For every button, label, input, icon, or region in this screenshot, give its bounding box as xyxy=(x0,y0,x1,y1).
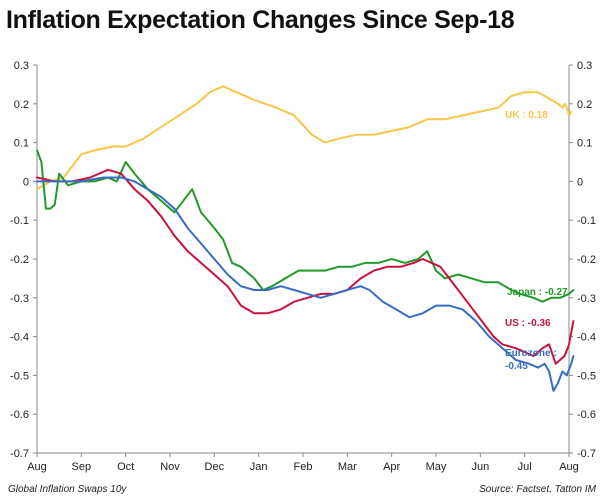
x-tick-label: Jan xyxy=(250,461,268,473)
y-tick-label-right: 0.2 xyxy=(577,99,592,111)
series-line-japan xyxy=(36,149,575,303)
y-tick-label-right: -0.1 xyxy=(577,215,596,227)
x-tick-label: Aug xyxy=(27,461,47,473)
y-tick-label-right: -0.5 xyxy=(577,370,596,382)
y-tick-label-left: -0.1 xyxy=(10,215,29,227)
y-tick-label-right: -0.3 xyxy=(577,293,596,305)
series-labels: UK : 0.18 Japan : -0.27 US : -0.36 Eurozone… xyxy=(505,110,568,372)
x-tick-label: Feb xyxy=(294,461,313,473)
x-tick-label: Jul xyxy=(518,461,532,473)
series-line-us xyxy=(36,168,575,365)
series-line-uk xyxy=(36,85,573,191)
x-tick-label: Aug xyxy=(559,461,579,473)
y-tick-label-left: 0.2 xyxy=(14,99,29,111)
x-tick-label: May xyxy=(426,461,447,473)
y-tick-label-right: -0.7 xyxy=(577,448,596,460)
chart-series xyxy=(36,85,575,392)
series-label-eurozone: Eurozone : xyxy=(505,348,557,359)
chart-title: Inflation Expectation Changes Since Sep-… xyxy=(6,6,515,34)
y-tick-label-left: -0.6 xyxy=(10,409,29,421)
y-tick-label-left: -0.2 xyxy=(10,254,29,266)
y-tick-label-left: -0.4 xyxy=(10,332,29,344)
x-tick-label: Oct xyxy=(117,461,134,473)
x-tick-label: Dec xyxy=(205,461,225,473)
x-tick-label: Mar xyxy=(338,461,357,473)
y-tick-label-right: 0.1 xyxy=(577,138,592,150)
y-tick-label-right: 0 xyxy=(577,176,583,188)
series-label-japan: Japan : -0.27 xyxy=(507,287,568,298)
y-tick-label-left: 0 xyxy=(23,176,29,188)
y-tick-label-right: -0.6 xyxy=(577,409,596,421)
series-line-eurozone xyxy=(36,176,575,392)
x-tick-label: Nov xyxy=(160,461,180,473)
y-tick-label-left: 0.1 xyxy=(14,138,29,150)
y-tick-label-left: -0.7 xyxy=(10,448,29,460)
x-tick-label: Sep xyxy=(72,461,92,473)
y-tick-label-right: -0.4 xyxy=(577,332,596,344)
series-label-us: US : -0.36 xyxy=(505,318,551,329)
y-tick-label-right: -0.2 xyxy=(577,254,596,266)
x-tick-label: Jun xyxy=(471,461,489,473)
y-tick-label-right: 0.3 xyxy=(577,60,592,72)
footer-note: Global Inflation Swaps 10y xyxy=(8,484,127,495)
x-tick-label: Apr xyxy=(383,461,400,473)
series-label-uk: UK : 0.18 xyxy=(505,110,548,121)
footer-source: Source: Factset, Tatton IM xyxy=(479,484,596,495)
y-tick-label-left: -0.5 xyxy=(10,370,29,382)
series-label-eurozone: -0.45 xyxy=(505,361,528,372)
chart-axes: 0.3 0.3 0.2 0.2 0.1 0.1 0 0 -0.1 -0.1 -0.2 -0.2 -0.3… xyxy=(10,60,596,473)
y-tick-label-left: 0.3 xyxy=(14,60,29,72)
y-tick-label-left: -0.3 xyxy=(10,293,29,305)
